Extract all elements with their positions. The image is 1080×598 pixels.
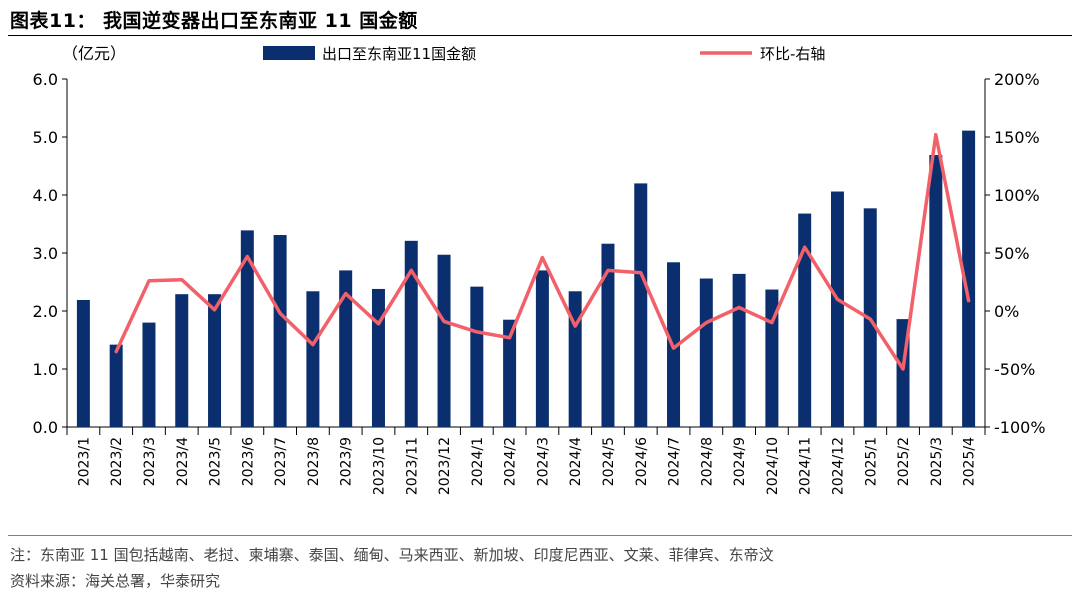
bar-2023/7 xyxy=(273,235,287,427)
left-tick-label: 1.0 xyxy=(33,360,58,379)
title-rule xyxy=(8,35,1072,36)
x-tick-label: 2024/2 xyxy=(503,437,519,486)
bar-2023/12 xyxy=(437,254,451,427)
right-tick-label: 200% xyxy=(994,70,1040,89)
line-layer xyxy=(114,132,971,371)
bar-2024/10 xyxy=(765,289,779,427)
left-tick-label: 2.0 xyxy=(33,302,58,321)
x-tick-label: 2024/7 xyxy=(667,437,683,486)
bar-2025/3 xyxy=(929,154,943,428)
axes-layer xyxy=(62,78,990,435)
bar-2023/3 xyxy=(142,322,156,427)
bar-2023/4 xyxy=(175,294,189,427)
x-tick-label: 2023/1 xyxy=(76,437,92,486)
figure-title: 图表11： 我国逆变器出口至东南亚 11 国金额 xyxy=(10,10,418,32)
bar-2023/2 xyxy=(109,344,123,427)
right-tick-label: -50% xyxy=(994,360,1035,379)
source-note: 资料来源：海关总署，华泰研究 xyxy=(10,572,221,590)
x-tick-label: 2024/11 xyxy=(798,437,814,495)
x-tick-label: 2023/5 xyxy=(208,437,224,486)
x-tick-label: 2025/2 xyxy=(896,437,912,486)
left-axis-unit: （亿元） xyxy=(62,44,126,63)
x-tick-label: 2025/3 xyxy=(929,437,945,486)
x-tick-label: 2024/1 xyxy=(470,437,486,486)
legend-label-bar: 出口至东南亚11国金额 xyxy=(322,45,476,63)
x-tick-label: 2024/3 xyxy=(535,437,551,486)
left-tick-label: 6.0 xyxy=(33,70,58,89)
x-tick-label: 2025/1 xyxy=(863,437,879,486)
left-tick-label: 4.0 xyxy=(33,186,58,205)
mom-line xyxy=(114,132,971,371)
bar-2024/5 xyxy=(601,243,615,427)
x-tick-label: 2023/12 xyxy=(437,437,453,495)
bar-2024/3 xyxy=(535,270,549,427)
x-tick-label: 2023/2 xyxy=(109,437,125,486)
left-tick-label: 0.0 xyxy=(33,418,58,437)
x-tick-label: 2024/10 xyxy=(765,437,781,495)
x-tick-label: 2023/8 xyxy=(306,437,322,486)
right-tick-label: 100% xyxy=(994,186,1040,205)
x-tick-label: 2024/6 xyxy=(634,437,650,486)
x-tick-label: 2023/6 xyxy=(240,437,256,486)
bar-2024/11 xyxy=(798,213,812,427)
bar-2023/9 xyxy=(339,270,353,427)
left-tick-label: 3.0 xyxy=(33,244,58,263)
bar-2023/8 xyxy=(306,291,320,427)
legend: 出口至东南亚11国金额 环比-右轴 xyxy=(263,45,825,63)
x-tick-label: 2023/11 xyxy=(404,437,420,495)
bars-layer xyxy=(76,130,976,428)
x-tick-label: 2024/8 xyxy=(699,437,715,486)
x-tick-label: 2023/4 xyxy=(175,437,191,486)
bar-2024/2 xyxy=(503,319,517,427)
bar-2024/8 xyxy=(699,278,713,427)
bar-2023/10 xyxy=(371,288,385,427)
x-tick-label: 2023/7 xyxy=(273,437,289,486)
left-tick-label: 5.0 xyxy=(33,128,58,147)
right-tick-label: -100% xyxy=(994,418,1046,437)
bar-2023/1 xyxy=(76,299,90,427)
bar-2024/12 xyxy=(830,191,844,427)
x-tick-label: 2023/10 xyxy=(371,437,387,495)
legend-swatch-bar xyxy=(263,46,315,60)
x-tick-label: 2023/3 xyxy=(142,437,158,486)
footer-rule xyxy=(8,535,1072,536)
right-tick-label: 50% xyxy=(994,244,1030,263)
x-tick-label: 2024/9 xyxy=(732,437,748,486)
bar-2024/1 xyxy=(470,286,484,427)
bar-2024/4 xyxy=(568,291,582,427)
x-tick-label: 2024/4 xyxy=(568,437,584,486)
x-tick-label: 2023/9 xyxy=(339,437,355,486)
right-tick-label: 150% xyxy=(994,128,1040,147)
bar-2024/6 xyxy=(634,183,648,427)
x-tick-label: 2025/4 xyxy=(962,437,978,486)
bar-2023/6 xyxy=(240,230,254,427)
footnote: 注：东南亚 11 国包括越南、老挝、柬埔寨、泰国、缅甸、马来西亚、新加坡、印度尼… xyxy=(10,546,774,564)
legend-label-line: 环比-右轴 xyxy=(760,45,825,63)
bar-2024/9 xyxy=(732,273,746,427)
right-tick-label: 0% xyxy=(994,302,1019,321)
labels-layer: 0.0 1.0 2.0 3.0 4.0 5.0 6.0 -100% -50% 0% 50% 100% 1… xyxy=(33,70,1046,495)
x-tick-label: 2024/12 xyxy=(830,437,846,495)
combo-chart: 0.0 1.0 2.0 3.0 4.0 5.0 6.0 -100% -50% 0% 50% 100% 1… xyxy=(33,44,1046,495)
bar-2023/11 xyxy=(404,240,418,427)
x-tick-label: 2024/5 xyxy=(601,437,617,486)
bar-2025/4 xyxy=(962,130,976,427)
bar-2023/5 xyxy=(208,294,222,427)
